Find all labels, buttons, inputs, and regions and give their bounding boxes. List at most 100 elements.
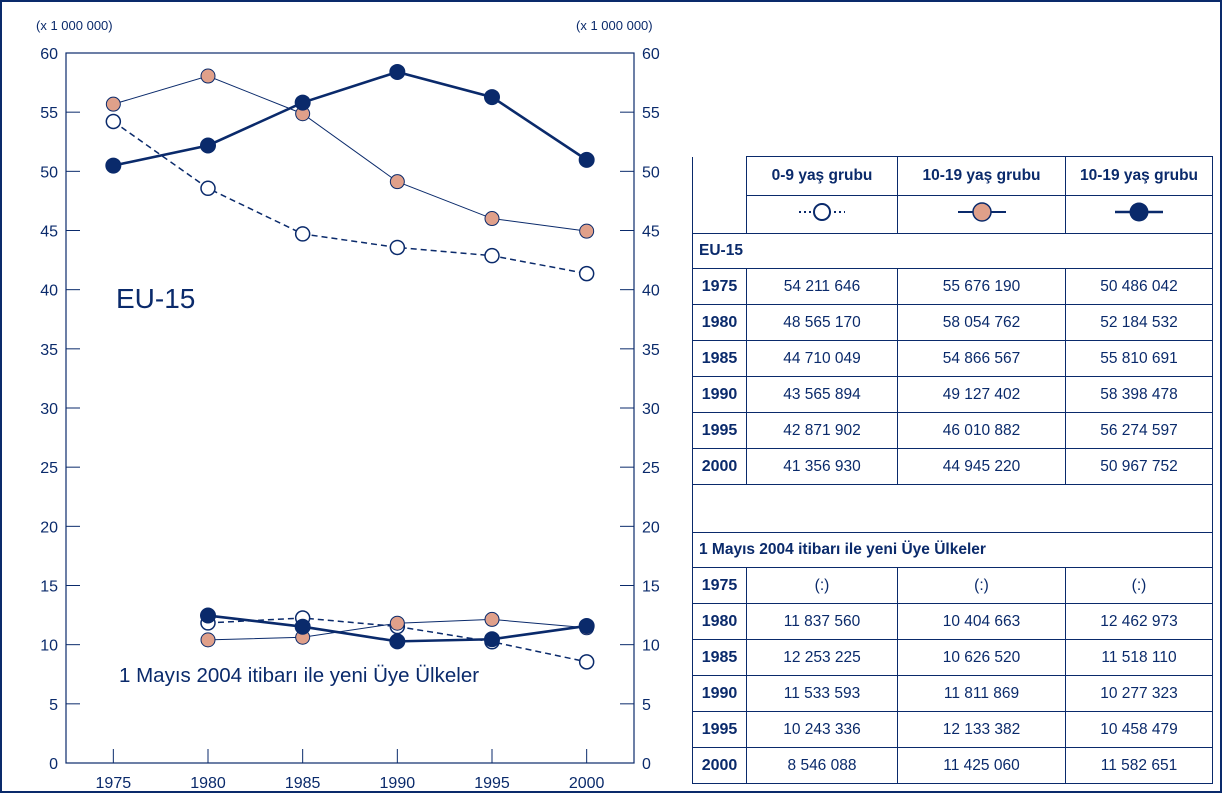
new-members-annotation: 1 Mayıs 2004 itibarı ile yeni Üye Ülkele… bbox=[119, 664, 479, 687]
year-cell: 2000 bbox=[692, 448, 747, 485]
spacer-cell bbox=[692, 484, 1213, 533]
data-point-eu15-salmon-thin bbox=[389, 174, 405, 190]
plot-area-border bbox=[65, 52, 635, 764]
data-point-new-salmon-thin bbox=[389, 615, 405, 631]
data-point-new-navy-thick bbox=[200, 607, 216, 624]
left-y-tick-label: 0 bbox=[49, 756, 58, 773]
data-point-new-navy-thick bbox=[484, 631, 500, 648]
value-cell-col-2: 54 866 567 bbox=[897, 340, 1066, 377]
value-cell-col-2: 58 054 762 bbox=[897, 304, 1066, 341]
left-unit-label: (x 1 000 000) bbox=[36, 18, 113, 33]
legend-salmon-circle bbox=[897, 195, 1066, 234]
value-cell-col-2: 46 010 882 bbox=[897, 412, 1066, 449]
left-y-tick-label: 40 bbox=[40, 283, 58, 300]
value-cell-col-3: 10 458 479 bbox=[1065, 711, 1213, 748]
value-cell-col-2: 10 626 520 bbox=[897, 639, 1066, 676]
section-eu15-row: EU-15 bbox=[692, 233, 1213, 269]
data-point-eu15-navy-thick bbox=[294, 94, 311, 111]
eu15-annotation: EU-15 bbox=[116, 283, 195, 314]
value-cell-col-3: 50 967 752 bbox=[1065, 448, 1213, 485]
data-point-new-navy-thick bbox=[389, 633, 406, 650]
header-corner bbox=[692, 156, 747, 196]
salmon-circle-line-icon bbox=[957, 202, 1006, 222]
table-row: 1995 10 243 336 12 133 382 10 458 479 bbox=[692, 711, 1213, 748]
value-cell-col-1: 43 565 894 bbox=[746, 376, 898, 413]
year-cell: 1990 bbox=[692, 675, 747, 712]
value-cell-col-3: 11 518 110 bbox=[1065, 639, 1213, 676]
right-unit-label: (x 1 000 000) bbox=[576, 18, 653, 33]
data-point-eu15-salmon-thin bbox=[200, 68, 216, 84]
year-cell: 1980 bbox=[692, 603, 747, 640]
left-y-tick-label: 50 bbox=[40, 164, 58, 181]
value-cell-col-1: 11 837 560 bbox=[746, 603, 898, 640]
series-line-new-open-dashed bbox=[207, 617, 587, 663]
series-line-eu15-salmon-thin bbox=[113, 75, 587, 232]
table-row: 2000 8 546 088 11 425 060 11 582 651 bbox=[692, 747, 1213, 784]
header-col-3: 10-19 yaş grubu bbox=[1065, 156, 1213, 196]
value-cell-col-2: 10 404 663 bbox=[897, 603, 1066, 640]
year-cell: 1980 bbox=[692, 304, 747, 341]
value-cell-col-1: 10 243 336 bbox=[746, 711, 898, 748]
header-col-1: 0-9 yaş grubu bbox=[746, 156, 898, 196]
data-point-new-open-dashed bbox=[578, 654, 595, 670]
legend-symbol-row bbox=[692, 195, 1213, 234]
value-cell-col-1: (:) bbox=[746, 567, 898, 604]
value-cell-col-1: 41 356 930 bbox=[746, 448, 898, 485]
section-new-members-label: 1 Mayıs 2004 itibarı ile yeni Üye Ülkele… bbox=[692, 532, 1213, 568]
value-cell-col-1: 12 253 225 bbox=[746, 639, 898, 676]
x-tick-label: 1975 bbox=[96, 775, 132, 792]
data-point-new-navy-thick bbox=[578, 617, 595, 634]
data-point-eu15-navy-thick bbox=[578, 151, 595, 168]
navy-circle-line-icon bbox=[1115, 202, 1163, 222]
value-cell-col-3: 50 486 042 bbox=[1065, 268, 1213, 305]
year-cell: 1990 bbox=[692, 376, 747, 413]
value-cell-col-3: 58 398 478 bbox=[1065, 376, 1213, 413]
x-tick-label: 1985 bbox=[285, 775, 321, 792]
left-y-tick-label: 45 bbox=[40, 224, 58, 241]
table-row: 1975 54 211 646 55 676 190 50 486 042 bbox=[692, 268, 1213, 305]
right-y-tick-label: 0 bbox=[642, 756, 651, 773]
right-y-tick-label: 35 bbox=[642, 342, 660, 359]
value-cell-col-3: 11 582 651 bbox=[1065, 747, 1213, 784]
data-point-eu15-open-dashed bbox=[105, 113, 122, 130]
left-y-tick-label: 5 bbox=[49, 697, 58, 714]
right-y-tick-label: 25 bbox=[642, 460, 660, 477]
value-cell-col-3: 10 277 323 bbox=[1065, 675, 1213, 712]
left-y-tick-label: 25 bbox=[40, 460, 58, 477]
data-point-eu15-open-dashed bbox=[200, 180, 216, 197]
table-row: 1990 43 565 894 49 127 402 58 398 478 bbox=[692, 376, 1213, 413]
value-cell-col-3: 12 462 973 bbox=[1065, 603, 1213, 640]
value-cell-col-2: 55 676 190 bbox=[897, 268, 1066, 305]
table-row: 1985 12 253 225 10 626 520 11 518 110 bbox=[692, 639, 1213, 676]
data-point-eu15-open-dashed bbox=[578, 265, 595, 282]
value-cell-col-1: 54 211 646 bbox=[746, 268, 898, 305]
data-point-eu15-open-dashed bbox=[294, 226, 311, 242]
value-cell-col-2: 49 127 402 bbox=[897, 376, 1066, 413]
series-line-eu15-navy-thick bbox=[113, 70, 588, 167]
table-row: 1980 11 837 560 10 404 663 12 462 973 bbox=[692, 603, 1213, 640]
axes bbox=[65, 52, 635, 764]
series-line-eu15-open-dashed bbox=[112, 120, 587, 275]
year-cell: 1985 bbox=[692, 639, 747, 676]
right-y-tick-label: 40 bbox=[642, 283, 660, 300]
table-row: 1980 48 565 170 58 054 762 52 184 532 bbox=[692, 304, 1213, 341]
left-y-tick-label: 55 bbox=[40, 105, 58, 122]
year-cell: 1995 bbox=[692, 412, 747, 449]
value-cell-col-1: 44 710 049 bbox=[746, 340, 898, 377]
series-lines bbox=[112, 70, 588, 663]
left-y-tick-label: 30 bbox=[40, 401, 58, 418]
right-y-tick-label: 45 bbox=[642, 224, 660, 241]
table-row: 1990 11 533 593 11 811 869 10 277 323 bbox=[692, 675, 1213, 712]
section-new-members-row: 1 Mayıs 2004 itibarı ile yeni Üye Ülkele… bbox=[692, 532, 1213, 568]
value-cell-col-2: 11 425 060 bbox=[897, 747, 1066, 784]
right-y-tick-label: 15 bbox=[642, 579, 660, 596]
table-row: 2000 41 356 930 44 945 220 50 967 752 bbox=[692, 448, 1213, 485]
right-y-tick-label: 20 bbox=[642, 519, 660, 536]
x-tick-label: 1995 bbox=[474, 775, 510, 792]
data-point-eu15-salmon-thin bbox=[579, 223, 595, 239]
value-cell-col-2: 44 945 220 bbox=[897, 448, 1066, 485]
symbol-corner bbox=[692, 195, 747, 234]
year-cell: 1975 bbox=[692, 567, 747, 604]
open-circle-dashed-icon bbox=[799, 203, 845, 221]
